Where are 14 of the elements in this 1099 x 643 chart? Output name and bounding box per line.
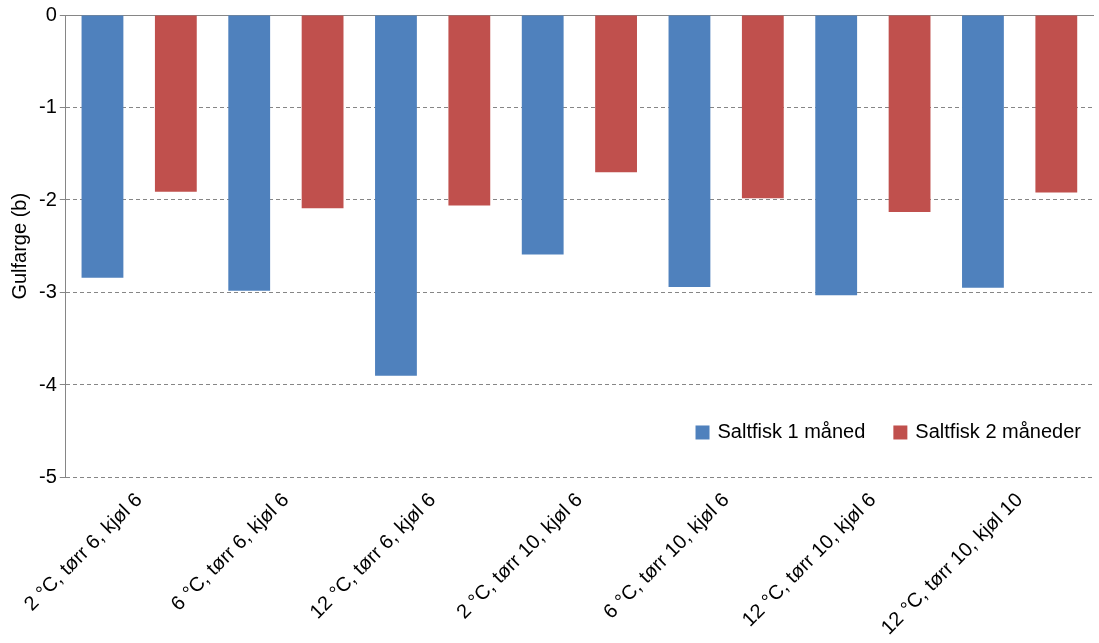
- y-axis-title: Gulfarge (b): [7, 192, 30, 300]
- x-tick-label: 6 °C, tørr 6, kjøl 6: [166, 488, 293, 615]
- y-tick-label: -2: [38, 187, 57, 210]
- legend-label: Saltfisk 1 måned: [717, 420, 866, 442]
- x-tick-label: 12 °C, tørr 6, kjøl 6: [305, 488, 440, 623]
- y-tick-label: -3: [38, 280, 57, 303]
- x-tick-label: 2 °C, tørr 10, kjøl 6: [451, 488, 587, 623]
- legend-label: Saltfisk 2 måneder: [915, 420, 1082, 442]
- y-tick-label: -4: [38, 372, 57, 395]
- x-tick-label: 2 °C, tørr 6, kjøl 6: [19, 488, 146, 615]
- y-tick-label: -5: [38, 465, 57, 487]
- y-tick-label: -1: [38, 95, 57, 118]
- y-tick-label: 0: [45, 2, 57, 25]
- x-tick-label: 6 °C, tørr 10, kjøl 6: [598, 488, 733, 623]
